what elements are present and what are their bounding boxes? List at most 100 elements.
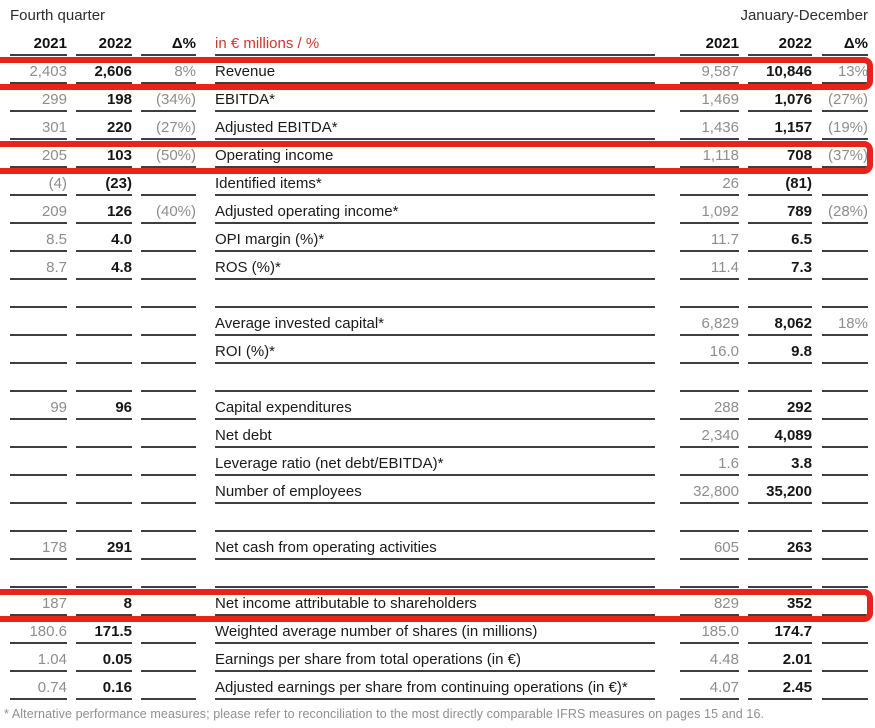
cell-label: OPI margin (%)* xyxy=(215,224,655,252)
table-row: (4) (23) Identified items* 26 (81) xyxy=(0,168,875,196)
cell-label: Net cash from operating activities xyxy=(215,532,655,560)
table-row-spacer xyxy=(0,560,875,588)
period-label-fourth-quarter: Fourth quarter xyxy=(10,7,106,24)
cell-label: Earnings per share from total operations… xyxy=(215,644,655,672)
cell-label: Number of employees xyxy=(215,476,655,504)
cell-jd2021 xyxy=(680,504,739,532)
cell-jd2021: 1,436 xyxy=(680,112,739,140)
cell-fq-delta: (34%) xyxy=(141,84,196,112)
cell-jd-delta: (28%) xyxy=(822,196,868,224)
cell-fq-delta xyxy=(141,252,196,280)
cell-fq-delta xyxy=(141,336,196,364)
period-header: Fourth quarter January-December xyxy=(0,0,875,28)
cell-fq2022 xyxy=(76,280,132,308)
table-body: 2,403 2,606 8% Revenue 9,587 10,846 13% 299 198 (… xyxy=(0,56,875,700)
cell-fq2021 xyxy=(10,364,67,392)
cell-fq2021 xyxy=(10,280,67,308)
cell-fq-delta xyxy=(141,420,196,448)
cell-jd2021 xyxy=(680,280,739,308)
table-header-row: 2021 2022 Δ% in € millions / % 2021 2022… xyxy=(0,28,875,56)
cell-fq-delta xyxy=(141,644,196,672)
cell-label: Net debt xyxy=(215,420,655,448)
cell-label: Identified items* xyxy=(215,168,655,196)
cell-fq2022: 4.8 xyxy=(76,252,132,280)
cell-jd2021 xyxy=(680,364,739,392)
cell-fq-delta xyxy=(141,616,196,644)
cell-jd2022 xyxy=(748,560,812,588)
cell-fq2022 xyxy=(76,308,132,336)
table-row: Leverage ratio (net debt/EBITDA)* 1.6 3.8 xyxy=(0,448,875,476)
cell-jd2021: 1,092 xyxy=(680,196,739,224)
cell-jd2021: 185.0 xyxy=(680,616,739,644)
cell-jd-delta xyxy=(822,280,868,308)
cell-fq2022: 4.0 xyxy=(76,224,132,252)
cell-fq-delta xyxy=(141,224,196,252)
cell-fq2021: 99 xyxy=(10,392,67,420)
cell-label: EBITDA* xyxy=(215,84,655,112)
cell-fq2021 xyxy=(10,560,67,588)
cell-fq2022: 220 xyxy=(76,112,132,140)
cell-jd2022 xyxy=(748,364,812,392)
cell-jd-delta xyxy=(822,224,868,252)
cell-jd-delta xyxy=(822,476,868,504)
cell-label: Adjusted earnings per share from continu… xyxy=(215,672,655,700)
cell-jd-delta xyxy=(822,364,868,392)
cell-jd2021 xyxy=(680,560,739,588)
cell-jd2021: 26 xyxy=(680,168,739,196)
cell-fq2022 xyxy=(76,448,132,476)
cell-jd2022 xyxy=(748,280,812,308)
table-row: Net debt 2,340 4,089 xyxy=(0,420,875,448)
cell-jd2022: (81) xyxy=(748,168,812,196)
cell-fq2021 xyxy=(10,420,67,448)
cell-jd2021: 32,800 xyxy=(680,476,739,504)
cell-label: Adjusted EBITDA* xyxy=(215,112,655,140)
table-row: 8.7 4.8 ROS (%)* 11.4 7.3 xyxy=(0,252,875,280)
cell-fq-delta xyxy=(141,392,196,420)
cell-fq2022: 171.5 xyxy=(76,616,132,644)
cell-jd-delta xyxy=(822,392,868,420)
cell-jd-delta xyxy=(822,616,868,644)
cell-jd2021: 16.0 xyxy=(680,336,739,364)
cell-jd-delta xyxy=(822,644,868,672)
cell-jd2022: 6.5 xyxy=(748,224,812,252)
cell-fq2022: 8 xyxy=(76,588,132,616)
cell-fq2022 xyxy=(76,420,132,448)
cell-fq2021: 178 xyxy=(10,532,67,560)
cell-jd2022: 7.3 xyxy=(748,252,812,280)
cell-jd2021: 605 xyxy=(680,532,739,560)
cell-jd2021: 1,469 xyxy=(680,84,739,112)
cell-label xyxy=(215,280,655,308)
cell-jd2022: 708 xyxy=(748,140,812,168)
cell-jd-delta xyxy=(822,168,868,196)
cell-fq-delta xyxy=(141,588,196,616)
header-fq-2021: 2021 xyxy=(10,28,67,56)
header-fq-2022: 2022 xyxy=(76,28,132,56)
cell-label: ROI (%)* xyxy=(215,336,655,364)
cell-label: Adjusted operating income* xyxy=(215,196,655,224)
cell-jd-delta xyxy=(822,588,868,616)
period-label-january-december: January-December xyxy=(740,7,868,24)
cell-jd-delta: 18% xyxy=(822,308,868,336)
cell-fq-delta: 8% xyxy=(141,56,196,84)
cell-fq2022: 0.05 xyxy=(76,644,132,672)
cell-label xyxy=(215,364,655,392)
table-row: 0.74 0.16 Adjusted earnings per share from… xyxy=(0,672,875,700)
cell-fq2022: 198 xyxy=(76,84,132,112)
cell-fq2022: 291 xyxy=(76,532,132,560)
table-row-spacer xyxy=(0,364,875,392)
cell-fq-delta xyxy=(141,504,196,532)
table-row: 1.04 0.05 Earnings per share from total op… xyxy=(0,644,875,672)
cell-jd2021: 829 xyxy=(680,588,739,616)
cell-jd2022: 4,089 xyxy=(748,420,812,448)
header-jd-2022: 2022 xyxy=(748,28,812,56)
cell-jd2021: 4.07 xyxy=(680,672,739,700)
cell-fq-delta xyxy=(141,308,196,336)
cell-jd2022: 174.7 xyxy=(748,616,812,644)
header-unit-label: in € millions / % xyxy=(215,28,655,56)
cell-fq2022 xyxy=(76,336,132,364)
cell-jd2022: 789 xyxy=(748,196,812,224)
cell-fq-delta xyxy=(141,280,196,308)
cell-jd2022: 292 xyxy=(748,392,812,420)
cell-fq2021 xyxy=(10,476,67,504)
